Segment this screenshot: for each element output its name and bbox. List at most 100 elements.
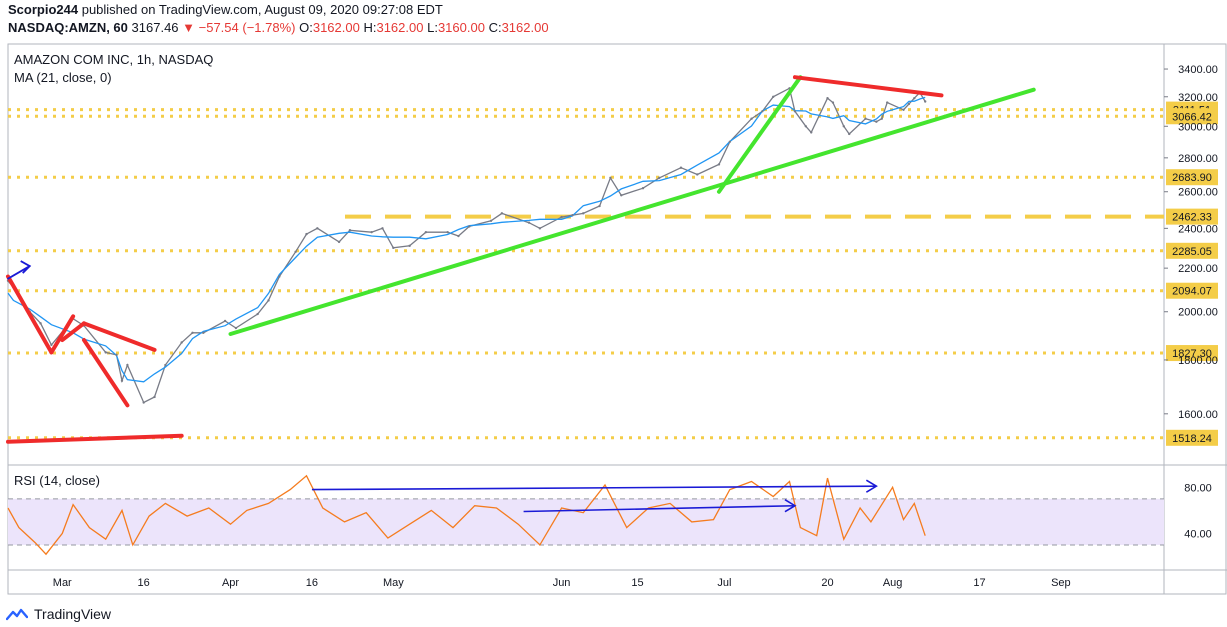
tradingview-brand: TradingView <box>34 606 112 622</box>
publisher-name: Scorpio244 <box>8 2 79 17</box>
open-value: 3162.00 <box>312 20 360 35</box>
price-point <box>864 117 867 120</box>
close-value: 3162.00 <box>501 20 549 35</box>
x-tick-label: Mar <box>53 577 72 589</box>
price-point <box>370 230 373 234</box>
y-tick-label: 3400.00 <box>1178 64 1218 76</box>
price-point <box>115 353 118 357</box>
price-point <box>294 250 297 254</box>
level-label-bg <box>1166 208 1218 225</box>
x-tick-label: Jul <box>717 577 731 589</box>
price-point <box>902 108 905 112</box>
level-label-bg <box>1166 429 1218 446</box>
y-tick-label: 2400.00 <box>1178 223 1218 235</box>
rsi-trend-arrow <box>311 485 877 491</box>
price-line <box>7 87 926 404</box>
x-tick-label: Sep <box>1051 577 1071 589</box>
published-text: published on TradingView.com, August 09,… <box>81 2 443 17</box>
x-tick-label: Aug <box>883 577 903 589</box>
price-point <box>560 215 563 219</box>
price-point <box>446 230 449 234</box>
x-tick-label: 16 <box>138 577 150 589</box>
x-tick-label: 20 <box>821 577 833 589</box>
rsi-tick-label: 80.00 <box>1184 482 1212 494</box>
arrow-trendline <box>7 265 31 280</box>
tradingview-footer: TradingView <box>6 606 111 622</box>
price-point <box>408 244 411 248</box>
x-tick-label: 15 <box>631 577 643 589</box>
rsi-tick-label: 40.00 <box>1184 528 1212 540</box>
price-point <box>793 110 797 113</box>
price-point <box>120 379 124 382</box>
y-tick-label: 2800.00 <box>1178 153 1218 165</box>
resistance-trendline <box>81 321 157 352</box>
price-point <box>305 232 308 236</box>
rsi-arrow-head <box>784 499 797 513</box>
publish-info: Scorpio244 published on TradingView.com,… <box>8 2 443 17</box>
price-point <box>804 125 808 128</box>
y-tick-label: 1600.00 <box>1178 409 1218 421</box>
price-point <box>39 322 42 325</box>
chart-title: AMAZON COM INC, 1h, NASDAQ <box>14 52 213 67</box>
open-label: O: <box>299 20 313 35</box>
price-point <box>392 246 395 250</box>
support-trendline <box>716 75 803 194</box>
price-point <box>826 96 829 100</box>
price-point <box>538 227 542 230</box>
last-price: 3167.46 <box>131 20 179 35</box>
price-point <box>696 173 699 176</box>
price-point <box>234 326 238 330</box>
y-tick-label: 3200.00 <box>1178 92 1218 104</box>
price-point <box>223 319 227 323</box>
rsi-title: RSI (14, close) <box>14 473 100 488</box>
price-point <box>772 95 775 98</box>
price-point <box>913 96 916 100</box>
rsi-arrow-head <box>865 479 878 493</box>
resistance-trendline <box>792 75 944 98</box>
level-label-bg <box>1166 345 1218 362</box>
high-label: H: <box>363 20 377 35</box>
price-point <box>848 132 851 136</box>
level-label: 2094.07 <box>1172 286 1212 298</box>
price-point <box>50 343 53 347</box>
price-point <box>880 117 883 120</box>
price-point <box>381 227 384 230</box>
price-point <box>337 240 341 244</box>
price-point <box>907 102 911 106</box>
rsi-trend-arrow <box>523 504 795 513</box>
price-point <box>256 312 259 316</box>
resistance-trendline <box>60 321 86 343</box>
price-point <box>571 213 574 217</box>
symbol: NASDAQ:AMZN, 60 <box>8 20 128 35</box>
price-point <box>424 230 428 234</box>
price-point <box>126 363 129 367</box>
low-value: 3160.00 <box>437 20 485 35</box>
low-label: L: <box>427 20 438 35</box>
support-trendline <box>228 87 1036 337</box>
price-point <box>810 131 813 134</box>
rsi-line <box>7 474 926 556</box>
y-tick-label: 1800.00 <box>1178 355 1218 367</box>
resistance-trendline <box>6 274 54 355</box>
symbol-line: NASDAQ:AMZN, 60 3167.46 ▼ −57.54 (−1.78%… <box>8 20 549 35</box>
price-point <box>875 120 878 123</box>
y-tick-label: 2600.00 <box>1178 187 1218 199</box>
price-point <box>842 125 845 128</box>
tradingview-logo-icon <box>6 608 28 621</box>
level-label-bg <box>1166 242 1218 259</box>
x-tick-label: Jun <box>553 577 571 589</box>
price-point <box>609 176 612 180</box>
price-point <box>468 225 471 228</box>
x-tick-label: 17 <box>973 577 985 589</box>
price-point <box>831 101 835 104</box>
price-point <box>658 176 661 180</box>
price-point <box>202 331 205 335</box>
price-change: ▼ −57.54 (−1.78%) <box>182 20 296 35</box>
price-point <box>278 275 281 278</box>
y-tick-label: 2200.00 <box>1178 263 1218 275</box>
price-point <box>142 401 145 404</box>
ma-indicator-label: MA (21, close, 0) <box>14 70 112 85</box>
price-point <box>316 227 319 230</box>
level-label: 2462.33 <box>1172 212 1212 224</box>
